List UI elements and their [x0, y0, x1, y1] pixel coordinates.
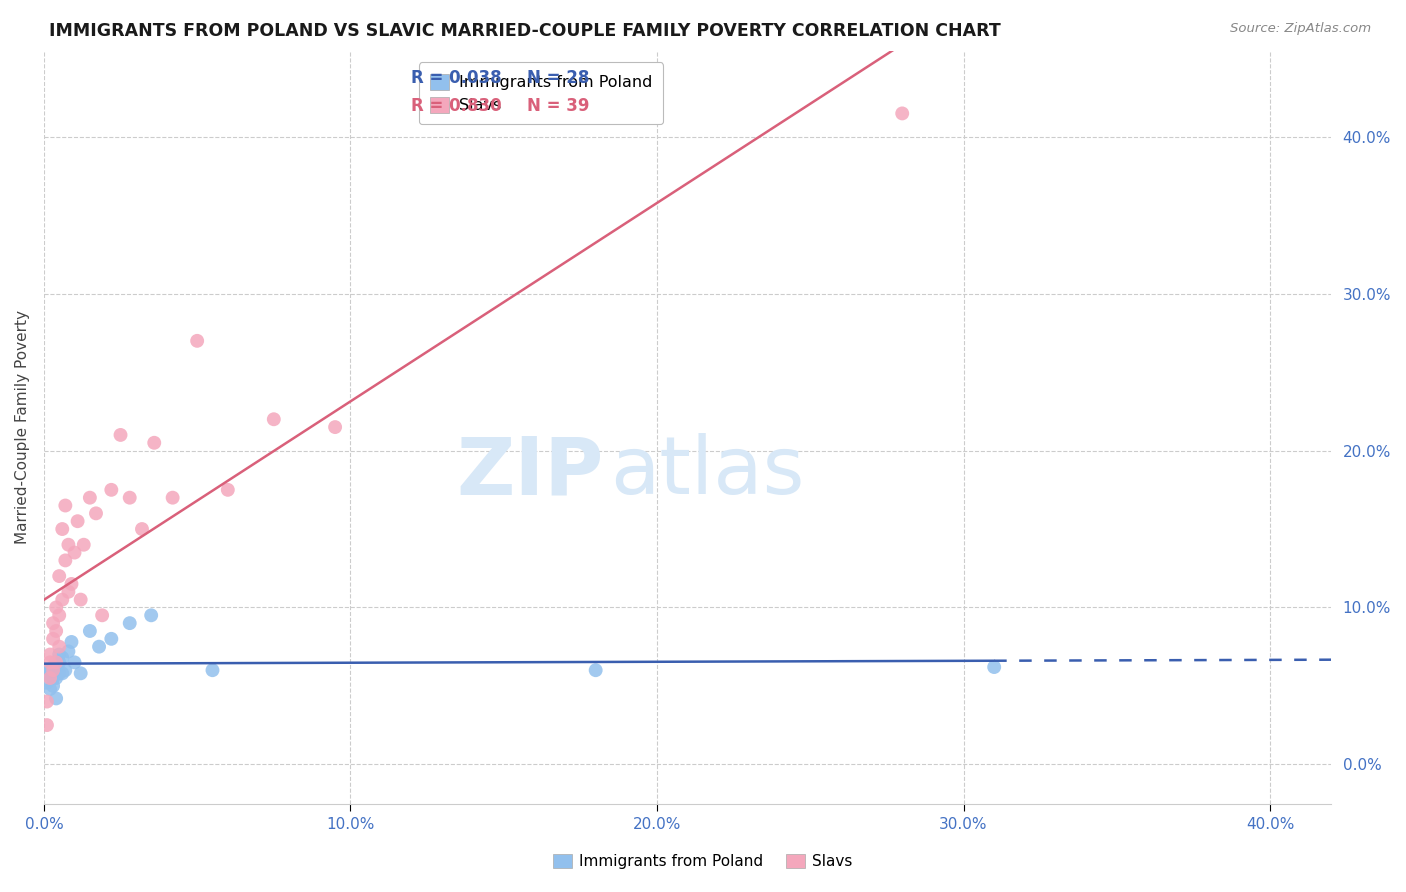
Point [45, 656, 67, 670]
Point [39, 656, 62, 670]
Text: N = 39: N = 39 [527, 97, 589, 115]
Point [891, 106, 914, 120]
Text: R = 0.830: R = 0.830 [411, 97, 502, 115]
Point [58, 644, 80, 658]
Point [118, 491, 141, 505]
Point [983, 660, 1005, 674]
Point [141, 608, 163, 623]
Point [48, 608, 70, 623]
Point [58, 538, 80, 552]
Point [186, 334, 208, 348]
Point [63, 656, 86, 670]
Point [100, 632, 122, 646]
Point [35, 718, 58, 732]
Point [42, 671, 65, 685]
Point [63, 545, 86, 559]
Point [51, 666, 73, 681]
Point [69, 666, 91, 681]
Legend: Immigrants from Poland, Slavs: Immigrants from Poland, Slavs [547, 848, 859, 875]
Point [51, 650, 73, 665]
Point [42, 616, 65, 631]
Point [118, 616, 141, 631]
Text: Source: ZipAtlas.com: Source: ZipAtlas.com [1230, 22, 1371, 36]
Point [60, 635, 83, 649]
Y-axis label: Married-Couple Family Poverty: Married-Couple Family Poverty [15, 310, 30, 544]
Point [48, 640, 70, 654]
Point [48, 666, 70, 681]
Point [60, 577, 83, 591]
Point [39, 663, 62, 677]
Point [48, 648, 70, 662]
Point [87, 640, 110, 654]
Point [69, 592, 91, 607]
Point [84, 507, 107, 521]
Point [53, 663, 76, 677]
Point [73, 538, 96, 552]
Point [53, 499, 76, 513]
Point [42, 660, 65, 674]
Point [45, 600, 67, 615]
Point [79, 491, 101, 505]
Point [217, 483, 239, 497]
Point [45, 663, 67, 677]
Point [162, 491, 184, 505]
Point [35, 675, 58, 690]
Point [42, 679, 65, 693]
Point [51, 592, 73, 607]
Point [35, 695, 58, 709]
Point [45, 624, 67, 638]
Point [201, 663, 224, 677]
Point [35, 666, 58, 681]
Point [79, 624, 101, 638]
Point [91, 608, 114, 623]
Point [48, 569, 70, 583]
Point [39, 671, 62, 685]
Point [58, 584, 80, 599]
Text: N = 28: N = 28 [527, 69, 589, 87]
Legend: Immigrants from Poland, Slavs: Immigrants from Poland, Slavs [419, 62, 664, 124]
Point [263, 412, 285, 426]
Point [45, 691, 67, 706]
Text: ZIP: ZIP [457, 434, 605, 511]
Point [39, 648, 62, 662]
Text: R = 0.038: R = 0.038 [411, 69, 502, 87]
Point [100, 483, 122, 497]
Point [143, 435, 166, 450]
Point [110, 428, 132, 442]
Point [53, 553, 76, 567]
Text: IMMIGRANTS FROM POLAND VS SLAVIC MARRIED-COUPLE FAMILY POVERTY CORRELATION CHART: IMMIGRANTS FROM POLAND VS SLAVIC MARRIED… [49, 22, 1001, 40]
Point [42, 632, 65, 646]
Text: atlas: atlas [610, 434, 804, 511]
Point [42, 663, 65, 677]
Point [51, 522, 73, 536]
Point [131, 522, 153, 536]
Point [39, 681, 62, 696]
Point [585, 663, 607, 677]
Point [45, 671, 67, 685]
Point [48, 656, 70, 670]
Point [66, 514, 89, 528]
Point [323, 420, 346, 434]
